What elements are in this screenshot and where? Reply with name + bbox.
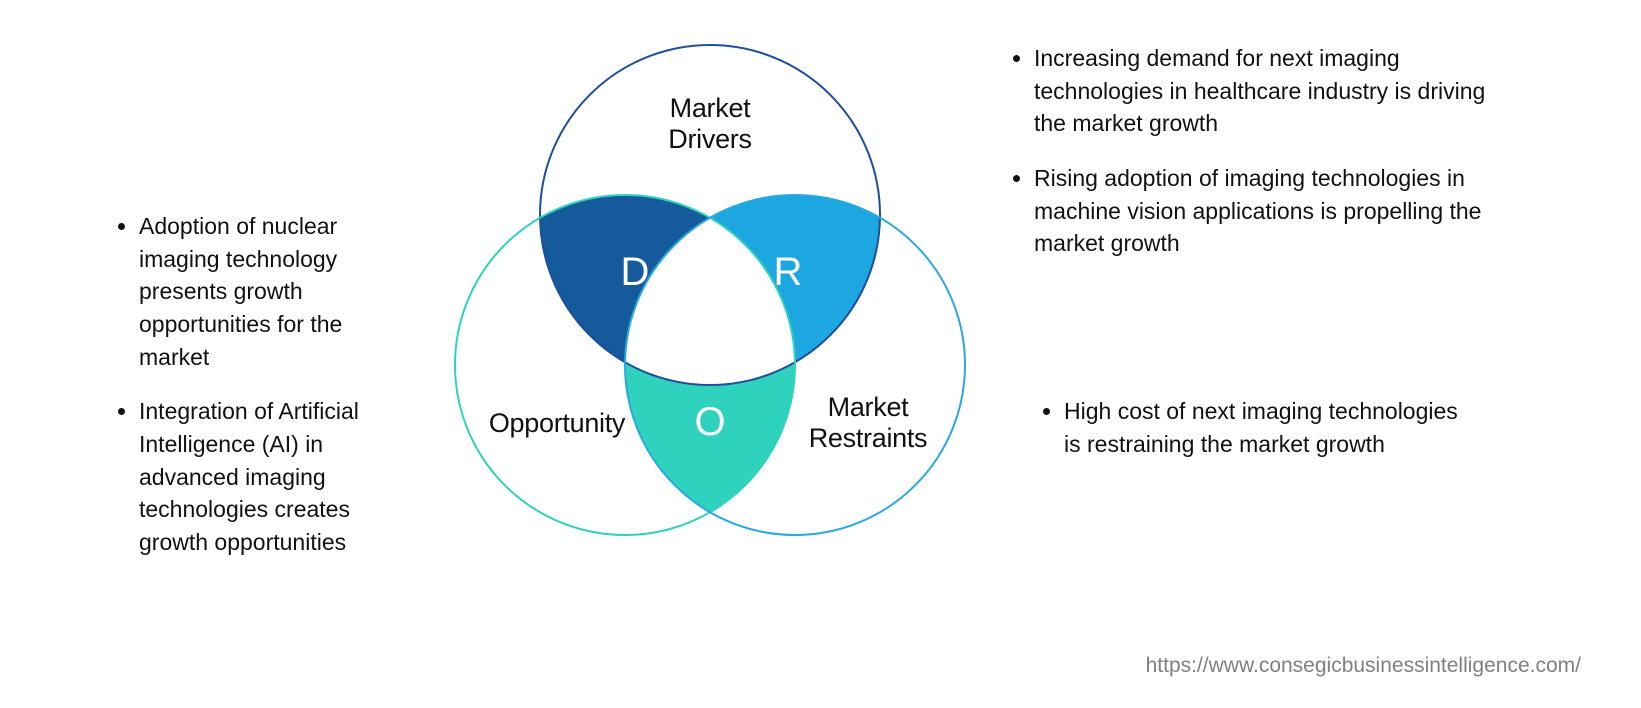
- petal-letter-r: R: [768, 250, 808, 295]
- list-item: High cost of next imaging technologies i…: [1064, 395, 1460, 460]
- restraints-bullets: High cost of next imaging technologies i…: [1040, 395, 1460, 482]
- list-item: Adoption of nuclear imaging technology p…: [139, 210, 375, 373]
- label-text: MarketDrivers: [640, 93, 780, 155]
- source-text: https://www.consegicbusinessintelligence…: [1146, 654, 1581, 678]
- venn-label-right: MarketRestraints: [798, 392, 938, 454]
- list-item: Increasing demand for next imaging techn…: [1034, 42, 1490, 140]
- petal-letter-d: D: [615, 250, 655, 295]
- drivers-bullets: Increasing demand for next imaging techn…: [1010, 42, 1490, 282]
- diagram-container: MarketDrivers Opportunity MarketRestrain…: [0, 0, 1641, 708]
- venn-label-top: MarketDrivers: [640, 93, 780, 155]
- label-text: Opportunity: [472, 408, 642, 439]
- venn-diagram: MarketDrivers Opportunity MarketRestrain…: [410, 20, 1010, 620]
- list-item: Rising adoption of imaging technologies …: [1034, 162, 1490, 260]
- petal-letter-o: O: [690, 400, 730, 445]
- opportunity-bullets: Adoption of nuclear imaging technology p…: [115, 210, 375, 581]
- label-text: MarketRestraints: [798, 392, 938, 454]
- list-item: Integration of Artificial Intelligence (…: [139, 395, 375, 558]
- venn-label-left: Opportunity: [472, 408, 642, 439]
